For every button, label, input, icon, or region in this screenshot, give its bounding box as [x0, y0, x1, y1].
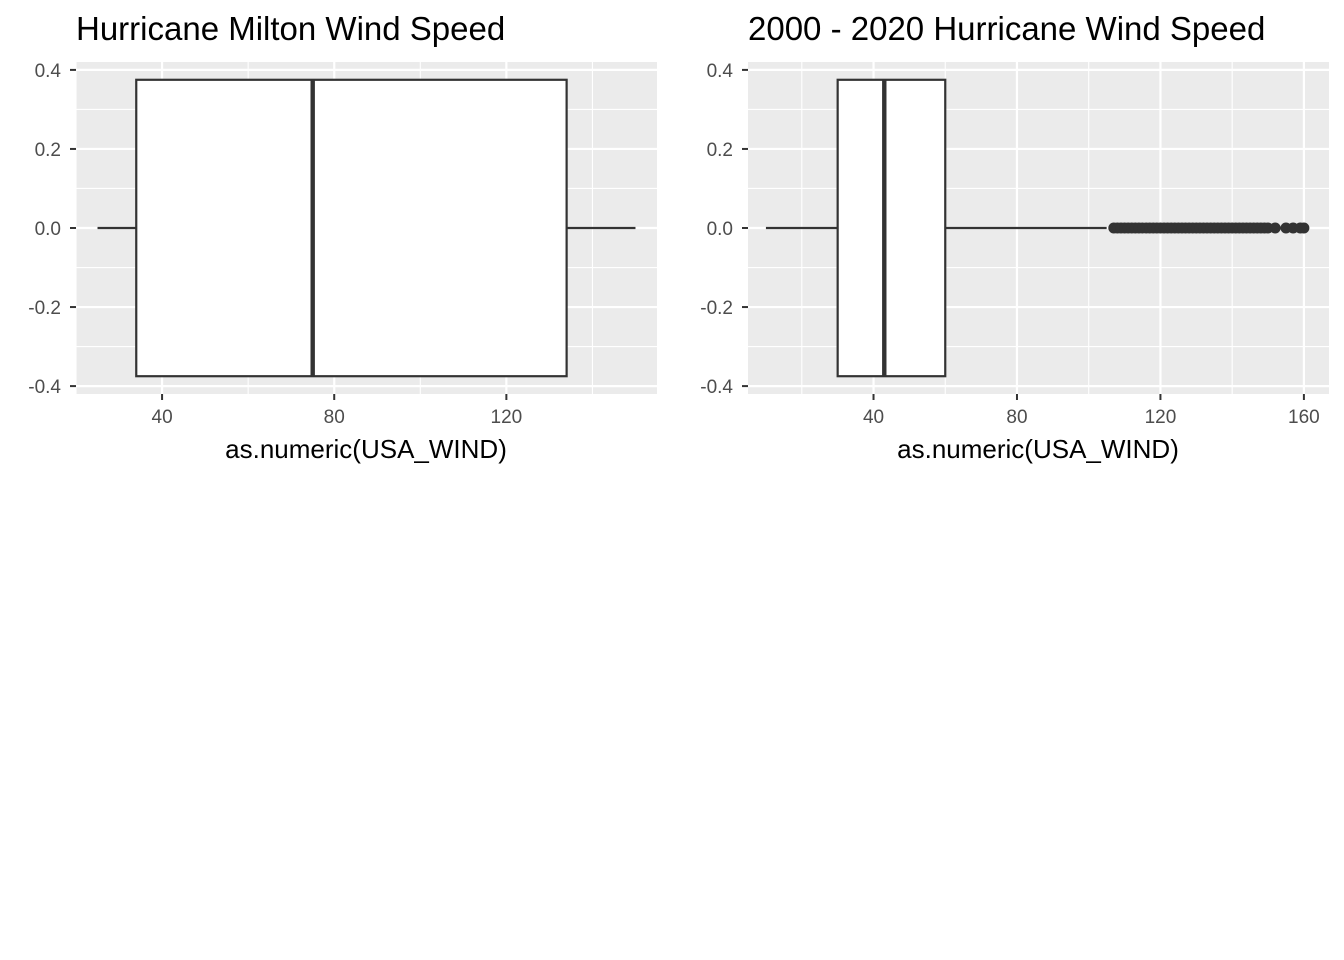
x-tick-label: 80	[324, 407, 345, 428]
box	[135, 78, 568, 378]
y-tick-label: 0.0	[35, 219, 61, 240]
chart-title: Hurricane Milton Wind Speed	[76, 10, 505, 47]
outlier-point	[1269, 222, 1281, 234]
chart-2000-2020-wind-speed: 0.4 0.2 0.0 -0.2 -0.4 40 80 120 160 2000 - 2020 H…	[700, 10, 1329, 464]
box	[836, 78, 947, 378]
chart-title: 2000 - 2020 Hurricane Wind Speed	[748, 10, 1265, 47]
boxplot-figure: 0.4 0.2 0.0 -0.2 -0.4 40 80 120 Hurricane Milton…	[28, 10, 1329, 464]
y-tick-label: -0.2	[700, 298, 733, 319]
x-axis-title: as.numeric(USA_WIND)	[225, 434, 507, 464]
x-tick-label: 40	[152, 407, 173, 428]
y-tick-label: 0.4	[35, 61, 62, 82]
y-tick-label: -0.4	[28, 377, 61, 398]
y-tick-label: -0.2	[28, 298, 61, 319]
chart-milton-wind-speed: 0.4 0.2 0.0 -0.2 -0.4 40 80 120 Hurricane Milton…	[28, 10, 657, 464]
outlier-point	[1298, 222, 1310, 234]
x-tick-label: 160	[1288, 407, 1320, 428]
y-tick-label: 0.2	[35, 140, 61, 161]
y-tick-label: 0.0	[707, 219, 733, 240]
y-tick-label: 0.2	[707, 140, 733, 161]
x-tick-label: 120	[1145, 407, 1177, 428]
y-tick-label: 0.4	[707, 61, 734, 82]
x-tick-label: 40	[863, 407, 884, 428]
x-tick-label: 80	[1006, 407, 1027, 428]
y-tick-label: -0.4	[700, 377, 733, 398]
x-axis-title: as.numeric(USA_WIND)	[897, 434, 1179, 464]
x-tick-label: 120	[491, 407, 523, 428]
